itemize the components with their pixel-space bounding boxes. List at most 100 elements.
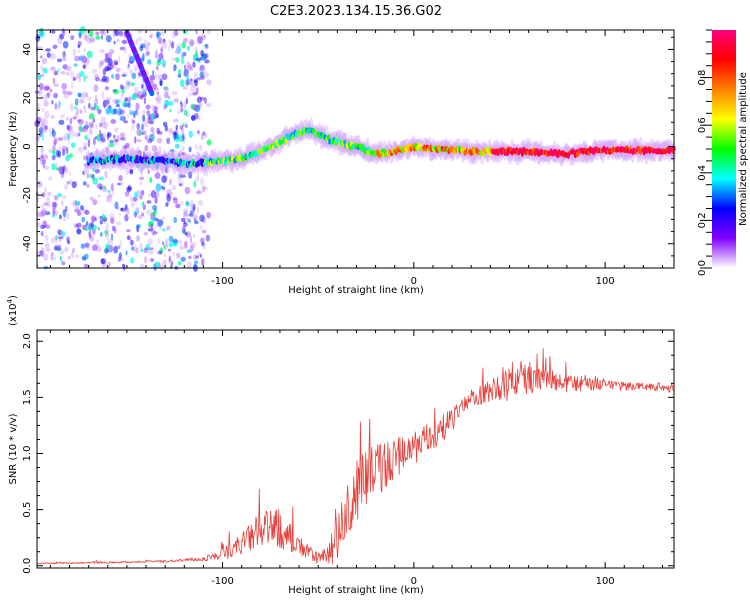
noise-cell	[107, 131, 112, 138]
noise-cell	[126, 235, 131, 241]
noise-cell	[41, 132, 44, 141]
noise-cell	[84, 134, 88, 141]
noise-cell	[34, 90, 41, 94]
noise-cell	[189, 81, 193, 86]
noise-cell	[117, 245, 121, 250]
noise-cell	[41, 58, 48, 65]
noise-cell	[183, 208, 189, 213]
noise-cell	[148, 41, 151, 47]
noise-cell	[134, 191, 138, 198]
noise-cell	[139, 263, 145, 270]
noise-cell	[114, 89, 117, 93]
noise-cell	[157, 37, 163, 45]
noise-cell	[175, 124, 179, 130]
noise-cell	[195, 57, 202, 62]
noise-cell	[59, 237, 62, 243]
noise-cell	[171, 41, 175, 49]
noise-cell	[92, 177, 98, 185]
noise-cell	[184, 240, 188, 249]
noise-cell	[150, 223, 154, 230]
noise-cell	[72, 48, 76, 57]
noise-cell	[194, 220, 199, 225]
noise-cell	[181, 133, 185, 141]
noise-cell	[164, 125, 168, 132]
noise-cell	[127, 96, 132, 103]
noise-cell	[206, 79, 212, 86]
noise-cell	[110, 217, 115, 224]
noise-cell	[86, 96, 92, 101]
noise-cell	[70, 130, 76, 137]
noise-cell	[171, 90, 178, 96]
noise-cell	[120, 132, 126, 138]
noise-cell	[136, 38, 139, 45]
noise-cell	[188, 219, 191, 224]
noise-cell	[51, 256, 56, 262]
noise-cell	[123, 115, 127, 123]
noise-cell	[188, 213, 194, 217]
noise-cell	[189, 204, 194, 211]
noise-cell	[105, 146, 110, 153]
noise-cell	[42, 233, 45, 238]
noise-cell	[165, 88, 170, 93]
noise-cell	[197, 130, 200, 135]
ridge-cell	[343, 139, 347, 144]
noise-cell	[144, 134, 149, 141]
noise-cell	[183, 210, 188, 217]
noise-cell	[106, 195, 110, 203]
noise-cell	[147, 169, 150, 174]
noise-cell	[48, 176, 53, 181]
noise-cell	[154, 106, 160, 110]
noise-cell	[145, 104, 151, 110]
noise-cell	[77, 132, 81, 137]
noise-cell	[50, 53, 56, 60]
noise-cell	[99, 122, 103, 128]
noise-cell	[61, 82, 68, 90]
noise-cell	[192, 61, 196, 68]
noise-cell	[190, 85, 196, 93]
noise-cell	[176, 43, 182, 51]
noise-cell	[122, 145, 128, 150]
noise-cell	[193, 234, 196, 239]
noise-cell	[196, 206, 200, 215]
noise-cell	[133, 86, 139, 95]
noise-cell	[114, 29, 119, 37]
noise-cell	[157, 237, 160, 245]
noise-cell	[117, 182, 122, 186]
noise-cell	[168, 46, 171, 52]
noise-cell	[167, 193, 170, 198]
noise-cell	[79, 125, 83, 133]
noise-cell	[43, 85, 50, 91]
noise-cell	[156, 91, 160, 95]
noise-cell	[115, 100, 118, 105]
noise-cell	[173, 97, 179, 103]
noise-cell	[124, 214, 129, 222]
noise-cell	[177, 152, 181, 158]
noise-cell	[101, 134, 105, 139]
noise-cell	[130, 239, 134, 246]
noise-cell	[172, 238, 179, 244]
colorbar-tick-label: 0.0	[697, 260, 708, 276]
y-tick-label: 1.5	[22, 389, 33, 405]
noise-cell	[46, 196, 51, 204]
noise-cell	[111, 225, 116, 232]
noise-cell	[104, 86, 110, 91]
x-tick-label: 100	[596, 276, 615, 287]
noise-cell	[92, 118, 96, 123]
noise-cell	[52, 145, 56, 151]
noise-cell	[172, 251, 175, 258]
noise-cell	[204, 44, 208, 48]
noise-cell	[76, 119, 81, 123]
noise-cell	[58, 104, 61, 111]
noise-cell	[101, 153, 106, 158]
noise-cell	[46, 86, 51, 90]
noise-cell	[154, 196, 158, 204]
noise-cell	[167, 193, 171, 199]
noise-cell	[67, 255, 71, 260]
noise-cell	[75, 132, 80, 138]
noise-cell	[50, 254, 53, 261]
noise-cell	[131, 122, 135, 131]
noise-cell	[124, 191, 130, 197]
noise-cell	[88, 115, 93, 120]
noise-cell	[152, 83, 158, 90]
